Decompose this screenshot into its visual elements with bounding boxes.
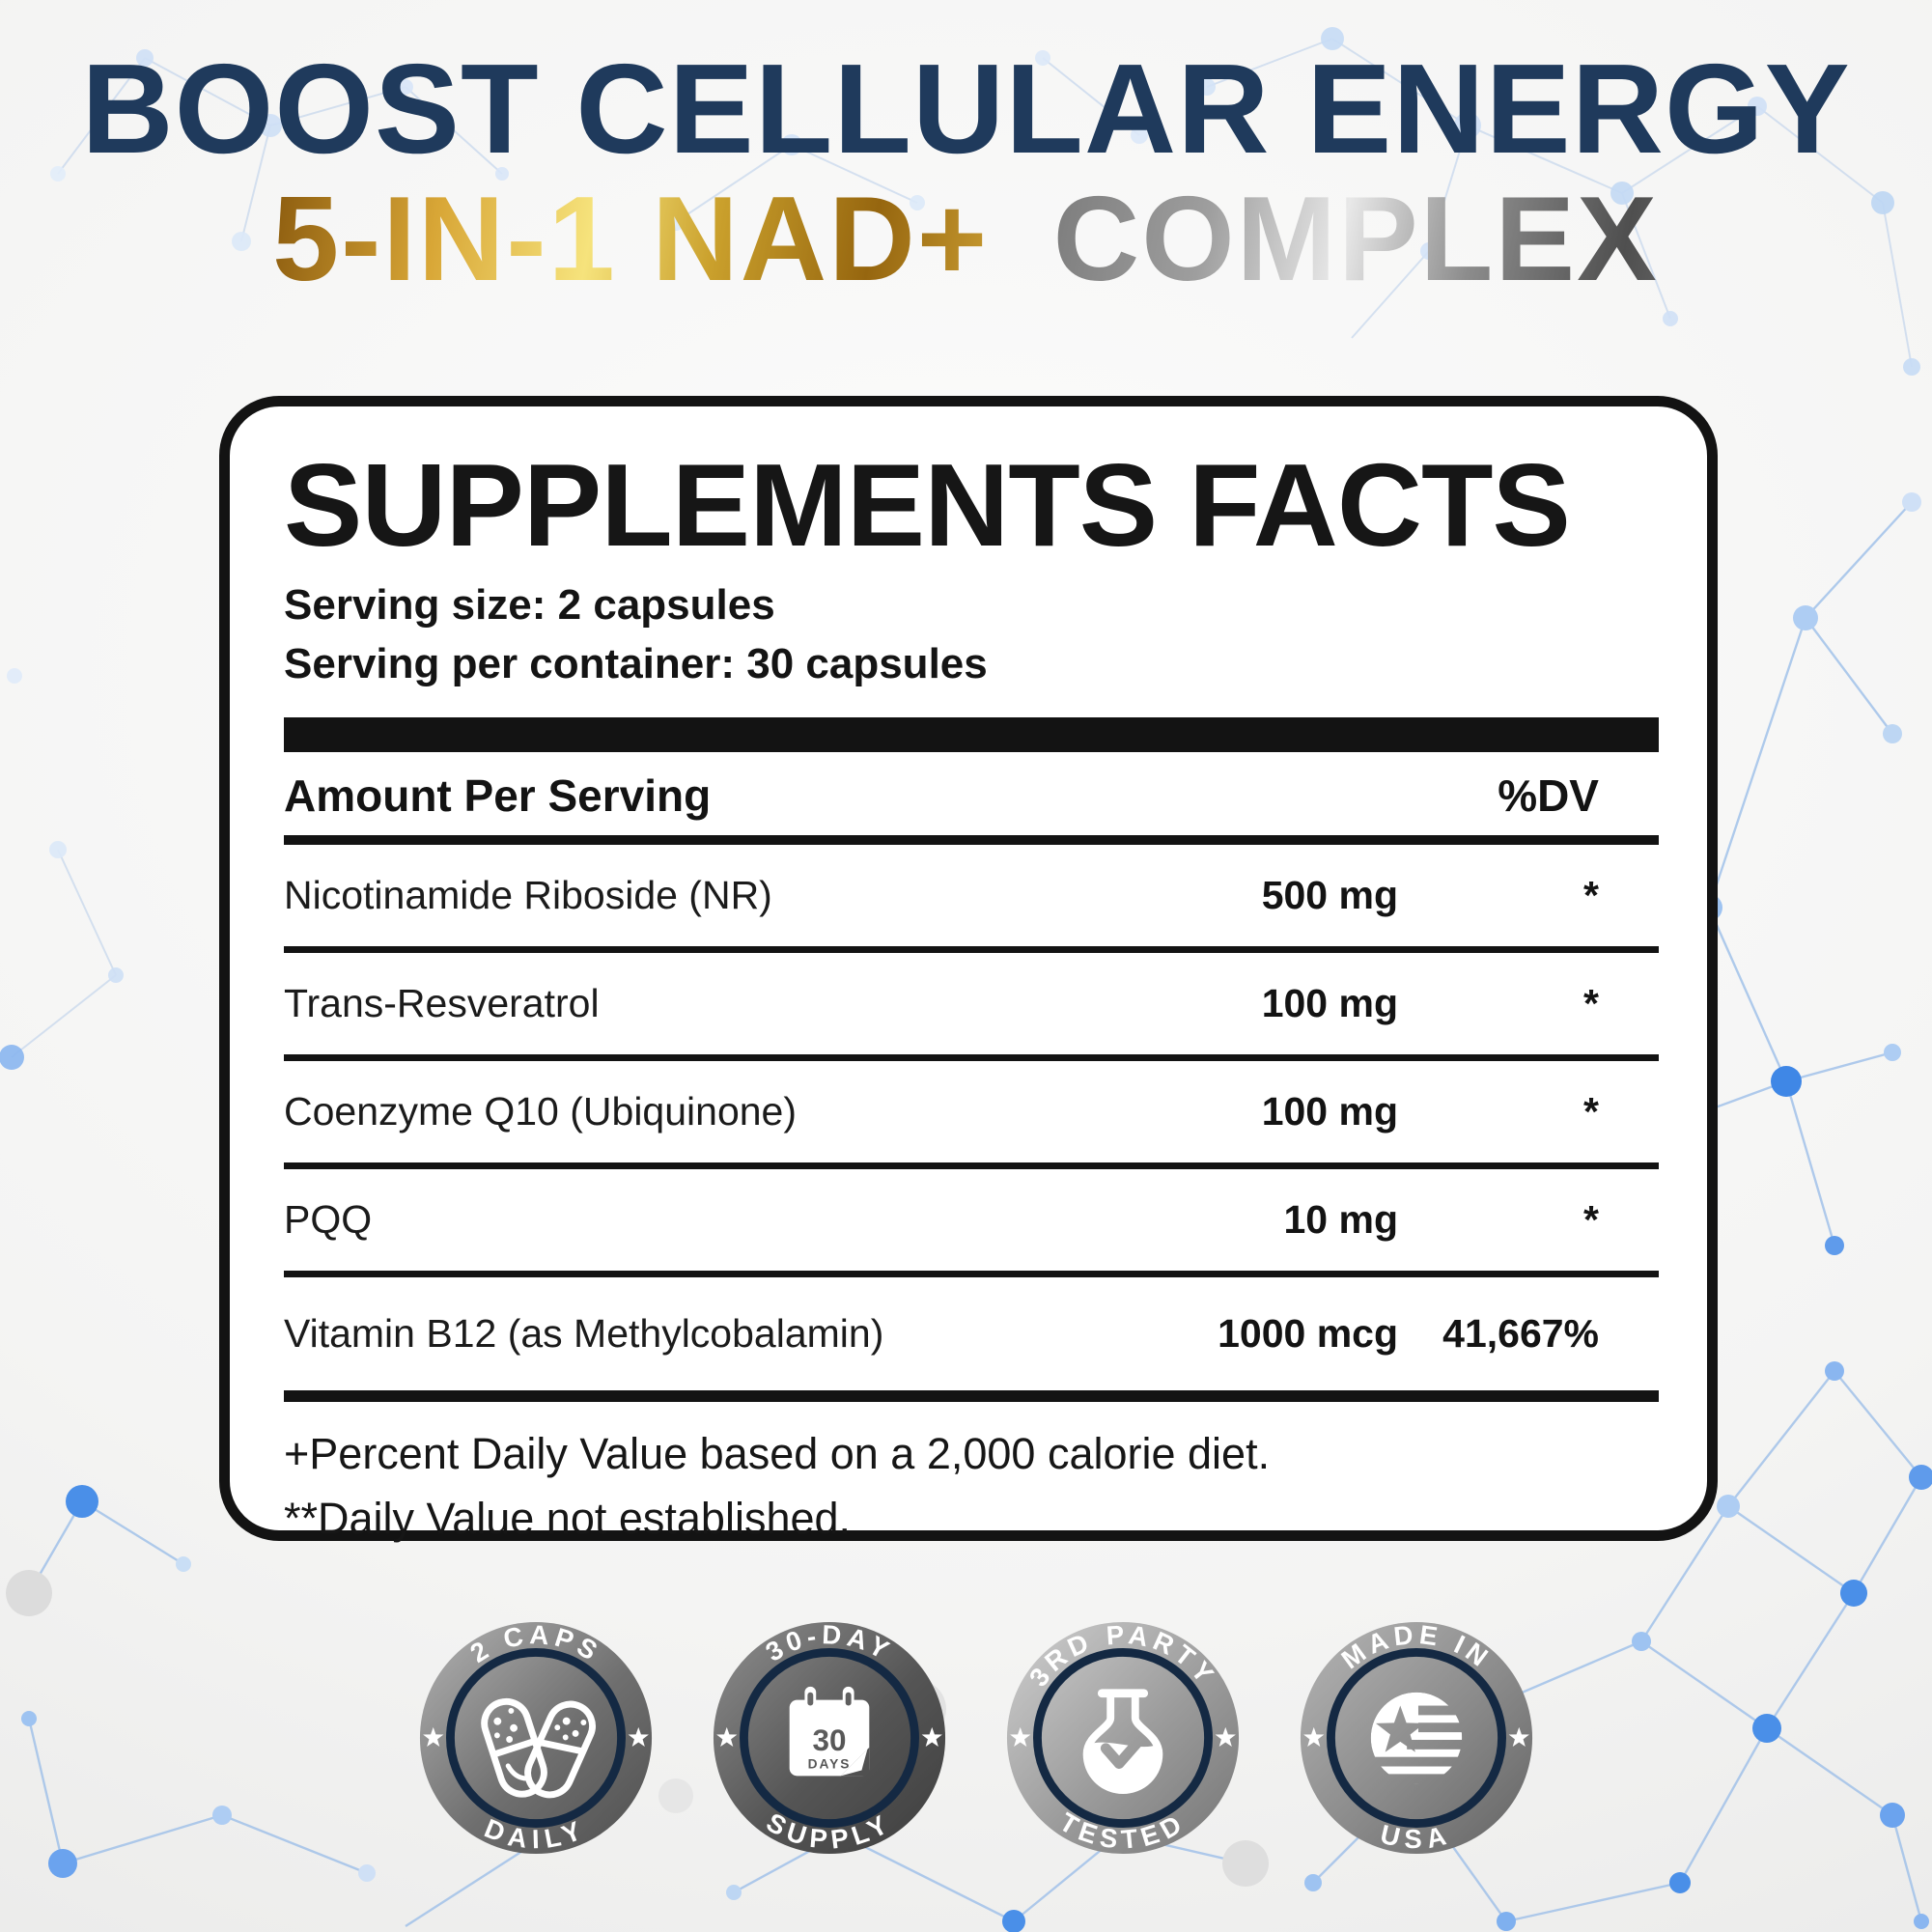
page-title: BOOST CELLULAR ENERGY [81, 38, 1851, 180]
ingredient-name: PQQ [284, 1196, 373, 1242]
ingredient-amount: 100 mg [1261, 1088, 1398, 1134]
ingredient-dv: * [1583, 1196, 1599, 1242]
ingredient-dv: * [1583, 1088, 1599, 1134]
table-header: Amount Per Serving %DV [284, 752, 1659, 845]
serving-size: Serving size: 2 capsules [284, 581, 775, 630]
servings-per-container: Serving per container: 30 capsules [284, 640, 988, 688]
badge-ring [1033, 1648, 1213, 1828]
footnote-dv: +Percent Daily Value based on a 2,000 ca… [284, 1428, 1271, 1478]
subtitle-gold: 5-IN-1 NAD+ [272, 173, 989, 306]
ingredient-dv: * [1583, 980, 1599, 1025]
table-row: Trans-Resveratrol 100 mg * [284, 953, 1659, 1061]
badge-side-stars [423, 1726, 649, 1748]
ingredient-name: Vitamin B12 (as Methylcobalamin) [284, 1310, 884, 1356]
ingredient-dv: 41,667% [1442, 1310, 1599, 1356]
table-row: Vitamin B12 (as Methylcobalamin) 1000 mc… [284, 1277, 1659, 1402]
ingredient-amount: 100 mg [1261, 980, 1398, 1025]
footnote-not-established: **Daily Value not established. [284, 1494, 852, 1544]
ingredient-name: Trans-Resveratrol [284, 980, 600, 1025]
page-subtitle: 5-IN-1 NAD+ COMPLEX [272, 173, 1659, 306]
badge-ring [1327, 1648, 1506, 1828]
svg-text:5-IN-1 NAD+ COMPLEX: 5-IN-1 NAD+ COMPLEX [272, 173, 1659, 306]
badge-ring [446, 1648, 626, 1828]
usa-flag-icon [1370, 1692, 1463, 1784]
supplement-facts-panel: SUPPLEMENTS FACTS Serving size: 2 capsul… [219, 396, 1718, 1543]
panel-title: SUPPLEMENTS FACTS [284, 439, 1571, 571]
table-row: PQQ 10 mg * [284, 1169, 1659, 1277]
badge-2-caps-daily: 2 CAPS DAILY [419, 1619, 653, 1855]
badge-side-stars [716, 1726, 942, 1748]
badge-side-stars [1303, 1726, 1529, 1748]
subtitle-silver: COMPLEX [1053, 173, 1659, 306]
divider-bar [284, 716, 1659, 752]
dv-header: %DV [1498, 770, 1599, 821]
calendar-icon [789, 1686, 870, 1777]
amount-per-serving-header: Amount Per Serving [284, 770, 712, 821]
ingredient-amount: 10 mg [1283, 1196, 1399, 1242]
ingredient-dv: * [1583, 872, 1599, 917]
capsules-icon [481, 1697, 596, 1799]
badge-3rd-party-tested: 3RD PARTY TESTED [1006, 1619, 1240, 1855]
table-row: Coenzyme Q10 (Ubiquinone) 100 mg * [284, 1061, 1659, 1169]
badge-ring [740, 1648, 919, 1828]
flask-check-icon [1082, 1689, 1163, 1795]
ingredient-amount: 1000 mcg [1218, 1310, 1398, 1356]
badge-row: 2 CAPS DAILY [417, 1619, 1535, 1857]
svg-text:USA: USA [1378, 1819, 1455, 1854]
badge-bottom-text: USA [1378, 1819, 1449, 1854]
ingredient-amount: 500 mg [1261, 872, 1398, 917]
footnotes: +Percent Daily Value based on a 2,000 ca… [284, 1421, 1659, 1552]
ingredient-name: Nicotinamide Riboside (NR) [284, 872, 772, 917]
badge-made-in-usa: MADE IN USA [1300, 1619, 1533, 1854]
table-row: Nicotinamide Riboside (NR) 500 mg * [284, 845, 1659, 953]
badge-side-stars [1010, 1726, 1236, 1748]
ingredient-name: Coenzyme Q10 (Ubiquinone) [284, 1088, 797, 1134]
